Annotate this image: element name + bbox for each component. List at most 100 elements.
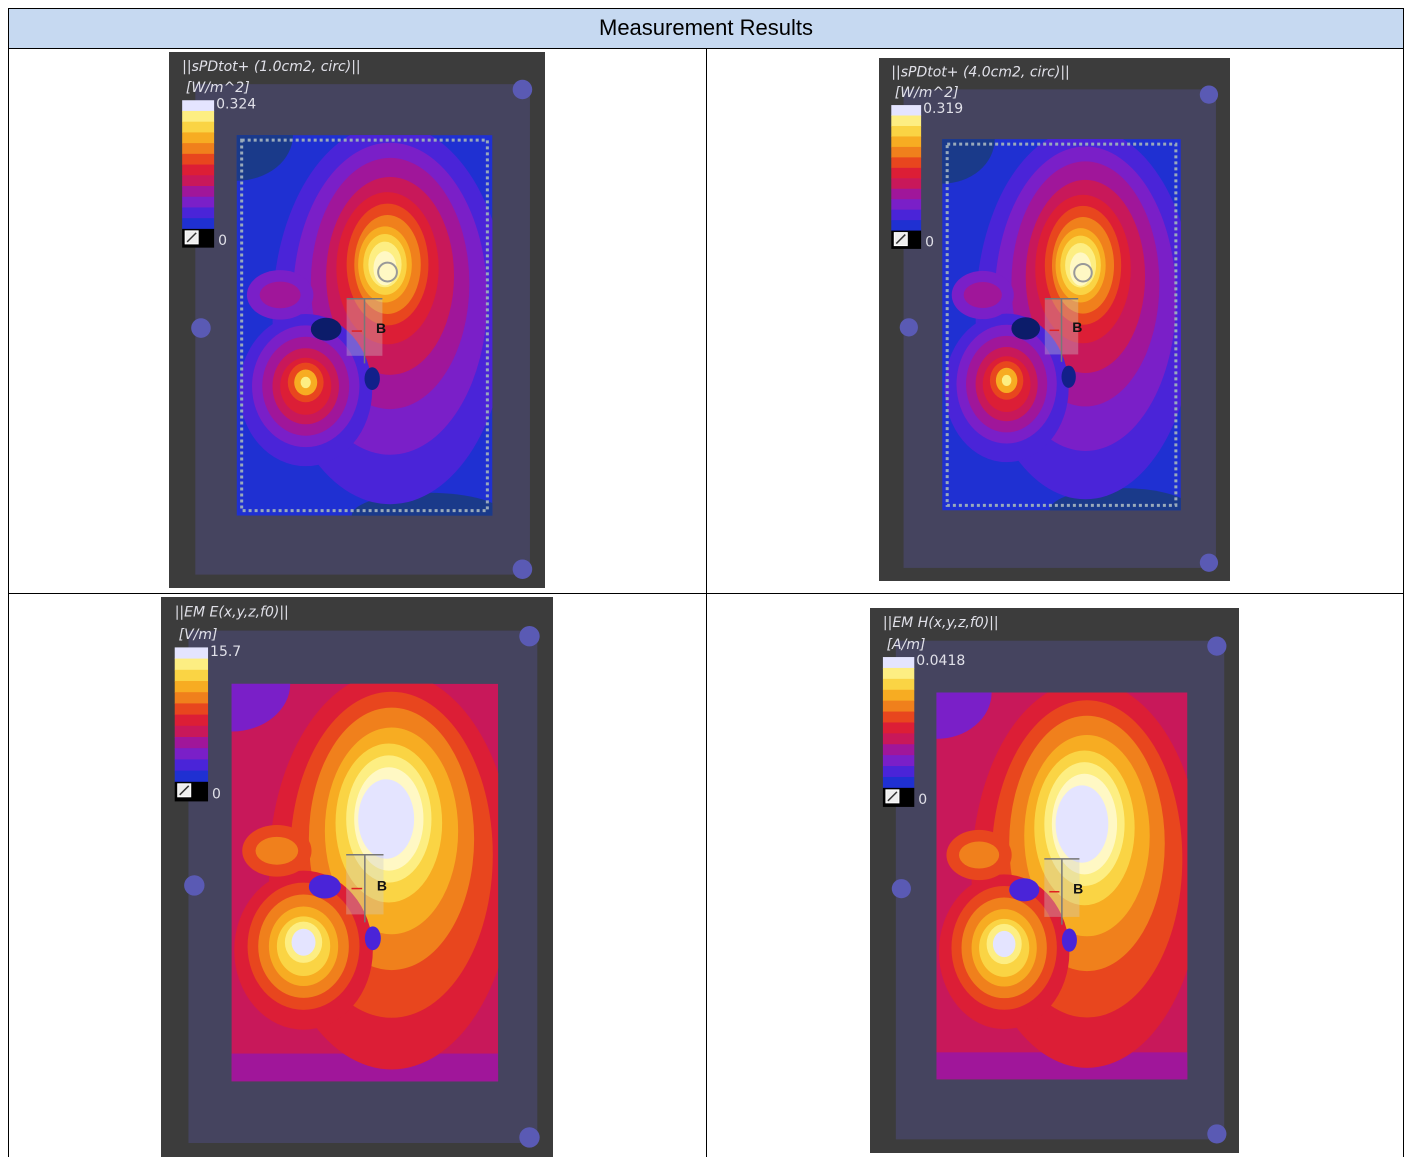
contour [236, 135, 293, 181]
colorbar-step [182, 164, 215, 176]
colorbar-step [882, 755, 915, 767]
fiducial-dot [184, 875, 205, 896]
colorbar-step [891, 188, 922, 200]
colorbar-icon-line [895, 234, 906, 245]
colorbar-step [882, 700, 915, 713]
colorbar-step [891, 136, 922, 148]
map-title: ||EM H(x,y,z,f0)|| [883, 615, 999, 631]
colorbar-step [182, 153, 215, 166]
min-label: 0 [212, 787, 221, 803]
colorbar-step [174, 725, 209, 738]
contour [374, 805, 399, 841]
colorbar-step [174, 703, 209, 716]
colorbar-step [174, 669, 209, 682]
colorbar-step [182, 196, 215, 208]
plot-area [231, 683, 499, 1082]
peak-marker [1073, 262, 1093, 283]
contour [255, 836, 299, 865]
null-spot [1061, 365, 1076, 388]
max-label: 0.319 [923, 101, 963, 117]
field-map: B ||EM H(x,y,z,f0)|| [A/m]0.0418 0 [870, 608, 1239, 1153]
peak-marker [377, 261, 398, 283]
null-spot [308, 874, 341, 899]
colorbar-step [891, 146, 922, 158]
fiducial-dot [1199, 85, 1219, 104]
fiducial-dot [1207, 1124, 1227, 1144]
header-cell [8, 8, 1404, 49]
colorbar-step [882, 711, 915, 723]
map-unit: [A/m] [887, 637, 926, 653]
colorbar-step [174, 681, 209, 693]
colorbar-step [174, 759, 209, 772]
colorbar-step [891, 220, 922, 232]
marker-label: B [1072, 319, 1082, 335]
contour [959, 841, 1000, 869]
colorbar-step [882, 667, 915, 680]
max-label: 0.0418 [916, 653, 965, 669]
contour [1070, 810, 1094, 846]
contour [300, 376, 311, 389]
field-map: B ||sPDtot+ (4.0cm2, circ)|| [W/m^2]0.319 0 [879, 58, 1230, 581]
colorbar-step [882, 744, 915, 756]
colorbar-step [174, 714, 209, 727]
colorbar-step [182, 175, 215, 187]
contour [999, 938, 1010, 950]
header-title: Measurement Results [599, 15, 813, 40]
colorbar-step [182, 218, 215, 230]
fiducial-dot [512, 79, 533, 100]
null-spot [364, 367, 380, 391]
colorbar-step [182, 110, 215, 123]
marker-label: B [376, 320, 386, 336]
colorbar-step [174, 748, 209, 760]
null-spot [364, 926, 381, 951]
colorbar-step [882, 722, 915, 734]
fiducial-dot [519, 626, 540, 647]
map-unit: [W/m^2] [186, 80, 250, 96]
plot-area [942, 139, 1181, 511]
fiducial-dot [512, 559, 533, 580]
field-map: B ||sPDtot+ (1.0cm2, circ)|| [W/m^2]0.324 0 [169, 52, 545, 588]
map-title: ||sPDtot+ (4.0cm2, circ)|| [891, 64, 1069, 80]
colorbar-step [182, 121, 215, 133]
contour [963, 282, 1002, 309]
colorbar-step [891, 105, 922, 117]
colorbar-step [174, 770, 209, 783]
null-spot [310, 317, 342, 341]
plot-area [236, 135, 493, 516]
map-unit: [V/m] [179, 627, 218, 643]
fiducial-dot [519, 1127, 540, 1148]
colorbar-icon-line [887, 791, 898, 802]
contour [936, 692, 992, 739]
colorbar-step [891, 199, 922, 211]
colorbar-step [882, 776, 915, 789]
contour [259, 281, 301, 309]
colorbar-step [891, 115, 922, 127]
field-map: B ||EM E(x,y,z,f0)|| [V/m]15.7 0 [161, 597, 553, 1157]
null-spot [1009, 878, 1040, 902]
colorbar-step [882, 678, 915, 691]
null-spot [1011, 317, 1041, 340]
scan-border [945, 142, 1178, 507]
colorbar-step [891, 209, 922, 221]
min-label: 0 [918, 792, 927, 808]
fiducial-dot [891, 879, 911, 899]
colorbar-step [891, 157, 922, 169]
colorbar-step [174, 737, 209, 749]
fiducial-dot [191, 318, 211, 338]
fiducial-dot [899, 318, 918, 337]
fiducial-dot [1199, 553, 1219, 572]
fiducial-dot [1207, 636, 1227, 656]
contour [1001, 374, 1012, 386]
map-unit: [W/m^2] [895, 85, 959, 101]
colorbar-step [182, 100, 215, 112]
map-title: ||sPDtot+ (1.0cm2, circ)|| [182, 59, 360, 75]
colorbar-step [182, 132, 215, 144]
null-spot [1061, 928, 1077, 952]
contour [231, 683, 291, 732]
max-label: 0.324 [216, 96, 256, 112]
colorbar-step [882, 733, 915, 745]
contour [942, 139, 995, 184]
colorbar-step [174, 647, 209, 660]
